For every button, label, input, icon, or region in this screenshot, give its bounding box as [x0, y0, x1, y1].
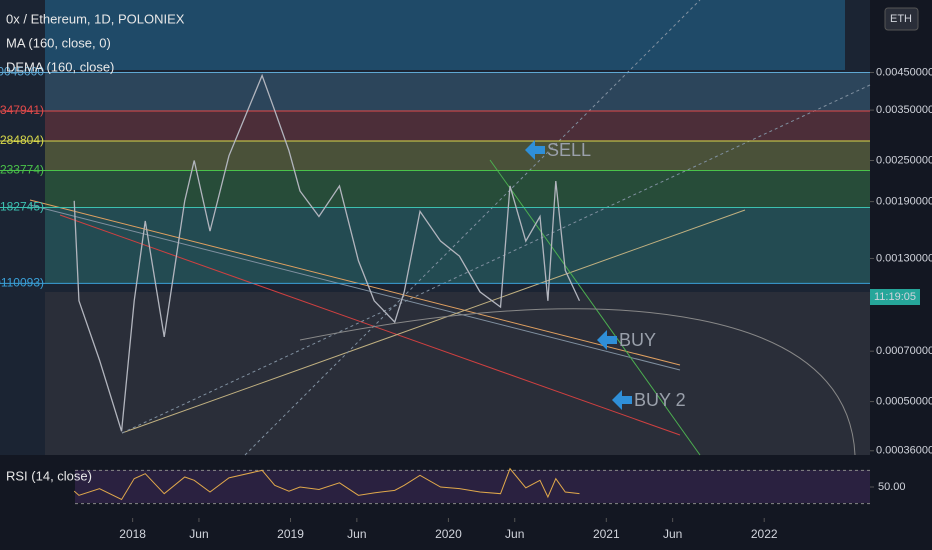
y-tick-label: 0.00190000	[876, 196, 932, 208]
arrow	[612, 390, 632, 410]
y-tick-label: 0.00350000	[876, 104, 932, 116]
rsi-line	[73, 467, 580, 501]
level-label: 0.00182745)	[0, 200, 44, 214]
x-tick-label: 2022	[751, 527, 778, 541]
annotation: SELL	[547, 140, 591, 160]
x-tick-label: 2021	[593, 527, 620, 541]
level-band	[45, 207, 870, 284]
level-label: 0.00284804)	[0, 133, 44, 147]
y-tick-label: 0.00050000	[876, 395, 932, 407]
countdown-badge	[870, 289, 920, 305]
x-tick-label: Jun	[189, 527, 208, 541]
symbol: 0x / Ethereum, 1D, POLONIEX	[6, 11, 185, 26]
top-zone	[45, 0, 845, 70]
level-band	[45, 140, 870, 171]
arc	[299, 308, 856, 456]
rsi-zone	[75, 470, 870, 503]
x-tick-label: Jun	[505, 527, 524, 541]
y-tick-label: 0.00070000	[876, 345, 932, 357]
rsi-tick-label: 50.00	[878, 481, 906, 493]
arrow	[597, 330, 617, 350]
indicator: MA (160, close, 0)	[6, 35, 111, 50]
x-tick-label: 2020	[435, 527, 462, 541]
trendline	[244, 0, 701, 456]
x-tick-label: Jun	[347, 527, 366, 541]
y-tick-label: 0.00450000	[876, 66, 932, 78]
currency-button[interactable]	[884, 7, 919, 31]
x-tick-label: 2019	[277, 527, 304, 541]
trendline	[121, 209, 746, 434]
price-axis	[870, 0, 932, 550]
annotation: BUY	[619, 330, 656, 350]
bottom-zone	[45, 292, 870, 455]
trendline	[59, 214, 681, 436]
level-label: 0.00233774)	[0, 163, 44, 177]
trendline	[489, 159, 701, 456]
price-line	[73, 73, 581, 432]
y-tick-label: 0.00036000	[876, 445, 932, 457]
countdown: 11:19:05	[874, 291, 916, 303]
x-tick-label: 2018	[119, 527, 146, 541]
indicator: DEMA (160, close)	[6, 59, 114, 74]
trendline	[29, 199, 681, 366]
x-tick-label: Jun	[663, 527, 682, 541]
rsi-title: RSI (14, close)	[6, 468, 92, 483]
currency-button-label[interactable]: ETH	[890, 13, 912, 25]
annotation: BUY 2	[634, 390, 686, 410]
level-band	[45, 72, 870, 111]
level-label: 0.00110093)	[0, 276, 44, 290]
level-label: 0.0045000	[0, 65, 44, 79]
trendline	[29, 204, 681, 371]
level-band	[45, 110, 870, 141]
trendlines	[29, 0, 871, 456]
arrow	[525, 140, 545, 160]
y-tick-label: 0.00130000	[876, 252, 932, 264]
level-band	[45, 170, 870, 208]
y-tick-label: 0.00250000	[876, 154, 932, 166]
